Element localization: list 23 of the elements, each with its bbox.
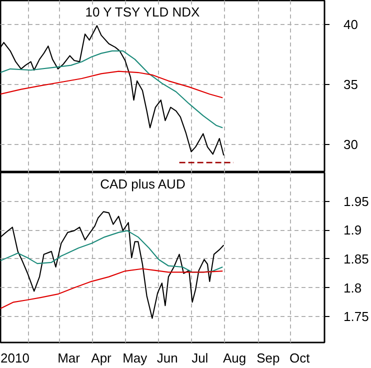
chart-title: 10 Y TSY YLD NDX <box>85 4 200 20</box>
y-tick-label: 35 <box>344 77 358 92</box>
y-tick-label: 40 <box>344 17 358 32</box>
x-tick-label: May <box>122 350 148 366</box>
y-tick-label: 1.9 <box>344 222 362 238</box>
line-series <box>0 268 224 310</box>
line-series <box>0 50 224 128</box>
y-tick-label: 1.75 <box>344 309 369 324</box>
x-tick-label: 2010 <box>0 350 30 366</box>
x-tick-label: Apr <box>91 350 112 366</box>
x-tick-label: Oct <box>289 350 310 366</box>
x-tick-label: Jul <box>192 350 208 366</box>
line-series <box>0 70 224 98</box>
x-tick-label: Aug <box>222 350 246 366</box>
x-tick-label: Sep <box>256 350 280 366</box>
x-tick-label: Mar <box>58 350 81 366</box>
y-tick-label: 1.85 <box>344 251 369 266</box>
chart-title: CAD plus AUD <box>100 176 186 192</box>
x-tick-label: Jun <box>156 350 178 366</box>
y-tick-label: 1.95 <box>344 194 369 209</box>
line-series <box>0 230 224 273</box>
y-tick-label: 1.8 <box>344 280 362 296</box>
y-tick-label: 30 <box>344 137 358 152</box>
